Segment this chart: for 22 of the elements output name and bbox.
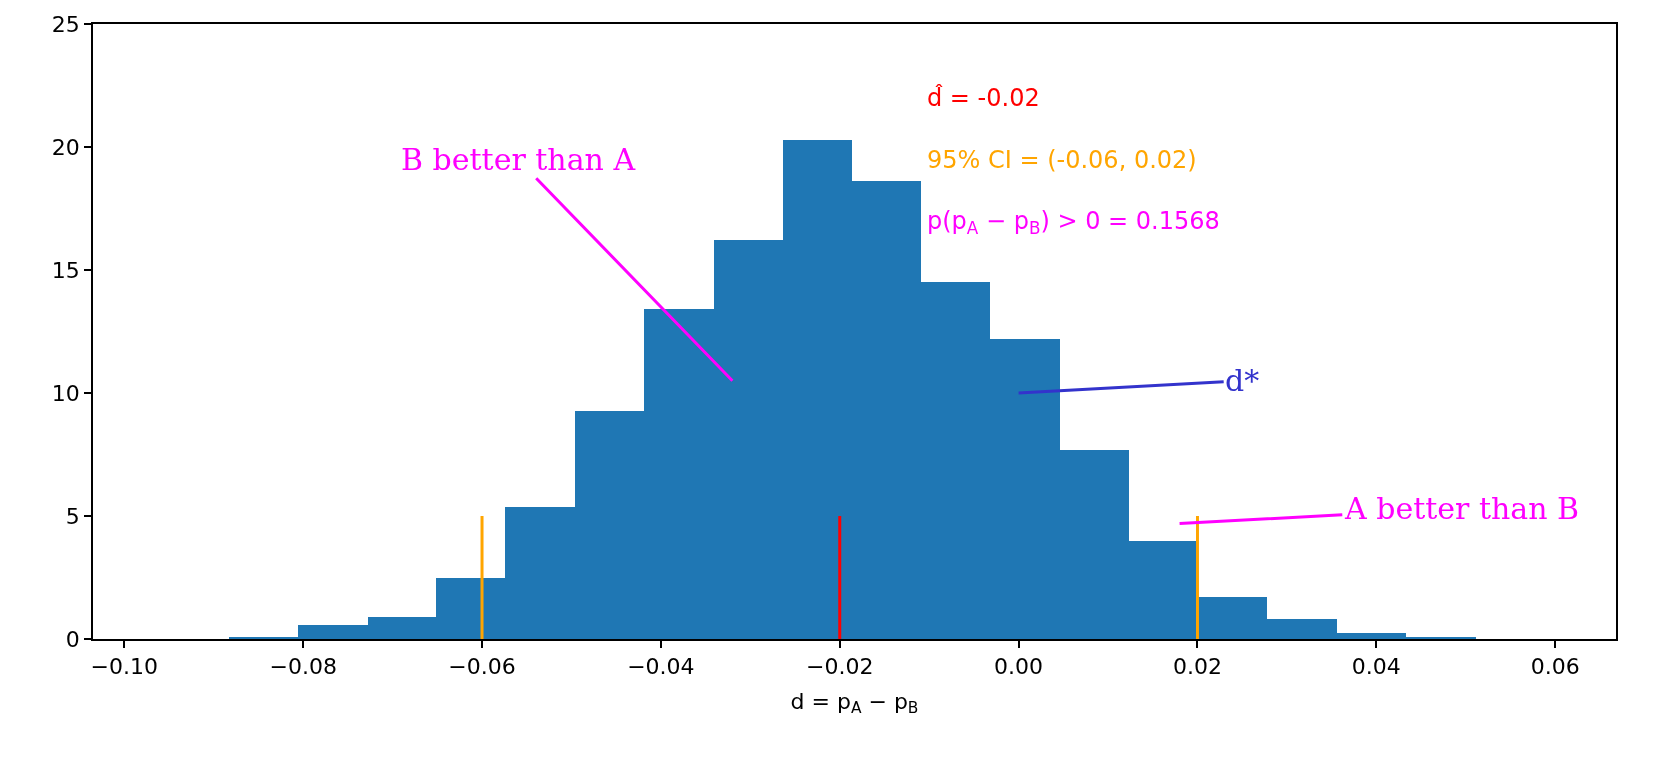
- x-tick-label: −0.08: [269, 654, 337, 680]
- x-tick-label: 0.02: [1172, 654, 1222, 680]
- x-tick-label: 0.06: [1530, 654, 1580, 680]
- x-tick-label: −0.02: [806, 654, 874, 680]
- y-tick-label: 5: [65, 503, 80, 529]
- annotation: A better than B: [1344, 491, 1580, 526]
- x-tick-label: −0.06: [448, 654, 516, 680]
- y-tick-label: 0: [65, 626, 80, 652]
- x-tick-label: −0.10: [90, 654, 159, 680]
- y-tick-label: 10: [51, 380, 80, 406]
- annotation: 95% CI = (-0.06, 0.02): [927, 146, 1197, 174]
- annotation: B better than A: [401, 142, 636, 177]
- y-tick-label: 15: [51, 257, 80, 283]
- annotation: d̂ = -0.02: [927, 84, 1040, 113]
- annotation: p(p$_{A}$ − p$_{B}$) > 0 = 0.1568: [927, 207, 1220, 239]
- x-axis-title: d = p$_{A}$ − p$_{B}$: [790, 688, 919, 718]
- x-tick-label: 0.04: [1351, 654, 1401, 680]
- y-tick-label: 20: [51, 134, 80, 160]
- annotation: d*: [1225, 363, 1260, 398]
- x-tick-label: −0.04: [627, 654, 695, 680]
- x-tick-label: 0.00: [994, 654, 1044, 680]
- y-tick-label: 25: [51, 11, 80, 37]
